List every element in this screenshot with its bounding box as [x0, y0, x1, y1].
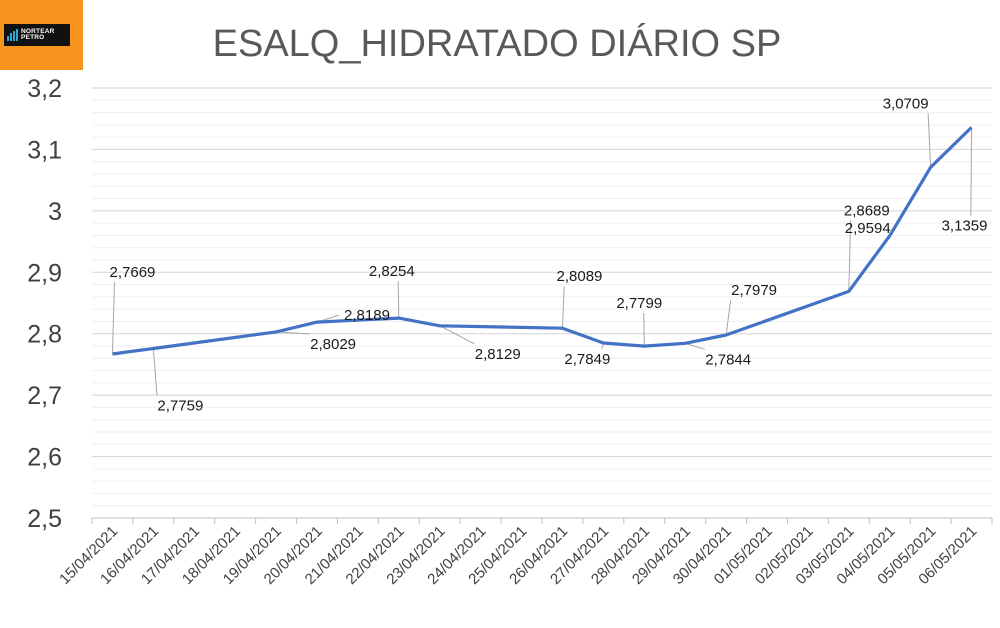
- leader-line: [643, 313, 645, 347]
- y-tick-label: 3,1: [27, 136, 62, 164]
- data-labels: 2,7669 2,7759 2,8029 2,8189 2,8254 2,8129 2,80…: [110, 95, 988, 414]
- data-label: 2,7799: [616, 295, 662, 312]
- leader-line: [397, 281, 400, 319]
- x-axis: 15/04/202116/04/202117/04/202118/04/2021…: [56, 517, 993, 588]
- leader-line: [725, 299, 732, 336]
- leader-line: [685, 342, 705, 350]
- data-label: 2,8129: [475, 346, 521, 363]
- leader-line: [848, 220, 852, 292]
- nortear-petro-logo: NORTEAR PETRO: [0, 0, 83, 70]
- gridlines: [92, 87, 992, 519]
- leader-line: [561, 286, 565, 329]
- y-tick-label: 3,2: [27, 75, 62, 103]
- data-label: 3,0709: [883, 95, 929, 112]
- logo-text: NORTEAR PETRO: [21, 27, 55, 42]
- data-label: 2,7669: [110, 264, 156, 281]
- data-label: 2,7979: [731, 282, 777, 299]
- data-label: 2,7844: [705, 351, 751, 368]
- leader-line: [927, 113, 932, 168]
- logo-text-line2: PETRO: [21, 34, 45, 41]
- leader-line: [111, 282, 115, 355]
- data-label: 2,8689: [844, 202, 890, 219]
- y-tick-label: 2,7: [27, 382, 62, 410]
- data-label: 2,8089: [557, 268, 603, 285]
- bar-chart-icon: [7, 29, 18, 41]
- y-tick-label: 2,8: [27, 321, 62, 349]
- data-label: 2,8029: [310, 336, 356, 353]
- label-leader-lines: [111, 113, 973, 396]
- y-tick-label: 2,9: [27, 259, 62, 287]
- leader-line: [152, 348, 158, 396]
- data-label: 3,1359: [942, 217, 988, 234]
- leader-line: [276, 331, 310, 335]
- logo-text-line1: NORTEAR: [21, 27, 55, 35]
- y-axis-ticks: 2,5 2,6 2,7 2,8 2,9 3 3,1 3,2: [27, 75, 62, 533]
- y-tick-label: 3: [48, 198, 62, 226]
- y-tick-label: 2,6: [27, 444, 62, 472]
- logo-badge: NORTEAR PETRO: [4, 24, 70, 46]
- leader-line: [439, 325, 475, 345]
- y-tick-label: 2,5: [27, 505, 62, 533]
- series-line: [112, 126, 973, 356]
- data-label: 2,7759: [157, 398, 203, 415]
- data-label: 2,8189: [344, 307, 390, 324]
- data-label: 2,8254: [369, 263, 415, 280]
- chart-title: ESALQ_HIDRATADO DIÁRIO SP: [213, 22, 782, 65]
- data-label: 2,7849: [564, 351, 610, 368]
- leader-line: [970, 127, 973, 216]
- data-label: 2,9594: [845, 220, 891, 237]
